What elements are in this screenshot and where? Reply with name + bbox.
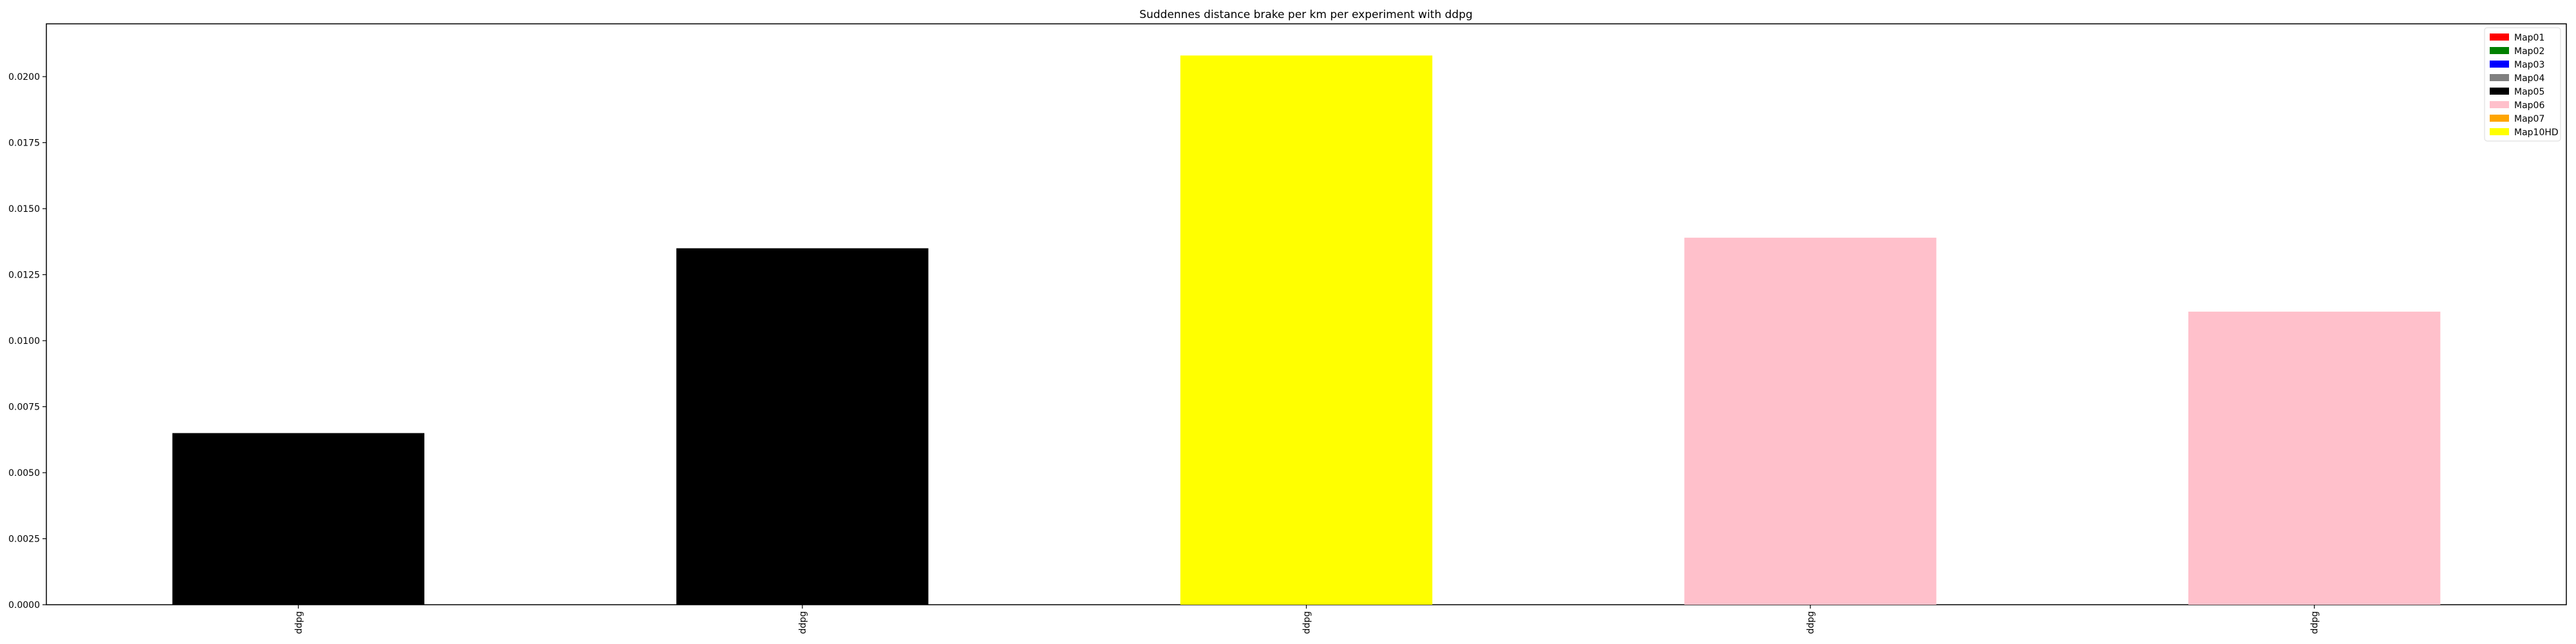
bar-1 [172, 433, 424, 605]
y-tick-label: 0.0175 [8, 138, 40, 149]
legend-swatch [2490, 88, 2509, 95]
legend-swatch [2490, 74, 2509, 81]
legend-label: Map03 [2514, 60, 2544, 70]
legend-swatch [2490, 128, 2509, 135]
bars-layer [172, 55, 2441, 605]
bar-4 [1684, 238, 1937, 605]
y-tick-label: 0.0050 [8, 468, 40, 478]
legend-swatch [2490, 47, 2509, 54]
y-tick-label: 0.0100 [8, 336, 40, 346]
bar-2 [676, 248, 929, 605]
chart-title: Suddennes distance brake per km per expe… [1139, 8, 1472, 21]
x-tick-label: ddpg [798, 611, 808, 634]
legend-swatch [2490, 101, 2509, 108]
legend-label: Map01 [2514, 33, 2544, 43]
legend-label: Map07 [2514, 114, 2544, 124]
y-tick-label: 0.0125 [8, 270, 40, 281]
legend-label: Map06 [2514, 100, 2544, 111]
y-tick-label: 0.0025 [8, 535, 40, 545]
y-tick-label: 0.0000 [8, 600, 40, 611]
x-tick-label: ddpg [2310, 611, 2320, 634]
x-axis: ddpg ddpg ddpg ddpg ddpg [294, 605, 2320, 634]
bar-3 [1180, 55, 1433, 605]
legend-swatch [2490, 61, 2509, 68]
legend: Map01 Map02 Map03 Map04 Map05 Map06 Map07 Map10… [2484, 27, 2561, 142]
x-tick-label: ddpg [1302, 611, 1312, 634]
x-tick-label: ddpg [294, 611, 304, 634]
y-tick-label: 0.0075 [8, 402, 40, 413]
legend-label: Map05 [2514, 87, 2544, 97]
y-tick-label: 0.0200 [8, 72, 40, 82]
x-tick-label: ddpg [1806, 611, 1816, 634]
legend-label: Map02 [2514, 46, 2544, 57]
legend-swatch [2490, 115, 2509, 122]
legend-label: Map04 [2514, 73, 2544, 84]
y-tick-label: 0.0150 [8, 204, 40, 214]
y-axis: 0.0000 0.0025 0.0050 0.0075 0.0100 0.0125 0.01… [8, 72, 46, 611]
legend-label: Map10HD [2514, 128, 2559, 138]
legend-swatch [2490, 33, 2509, 41]
legend-frame [2484, 27, 2561, 142]
bar-5 [2188, 311, 2441, 605]
